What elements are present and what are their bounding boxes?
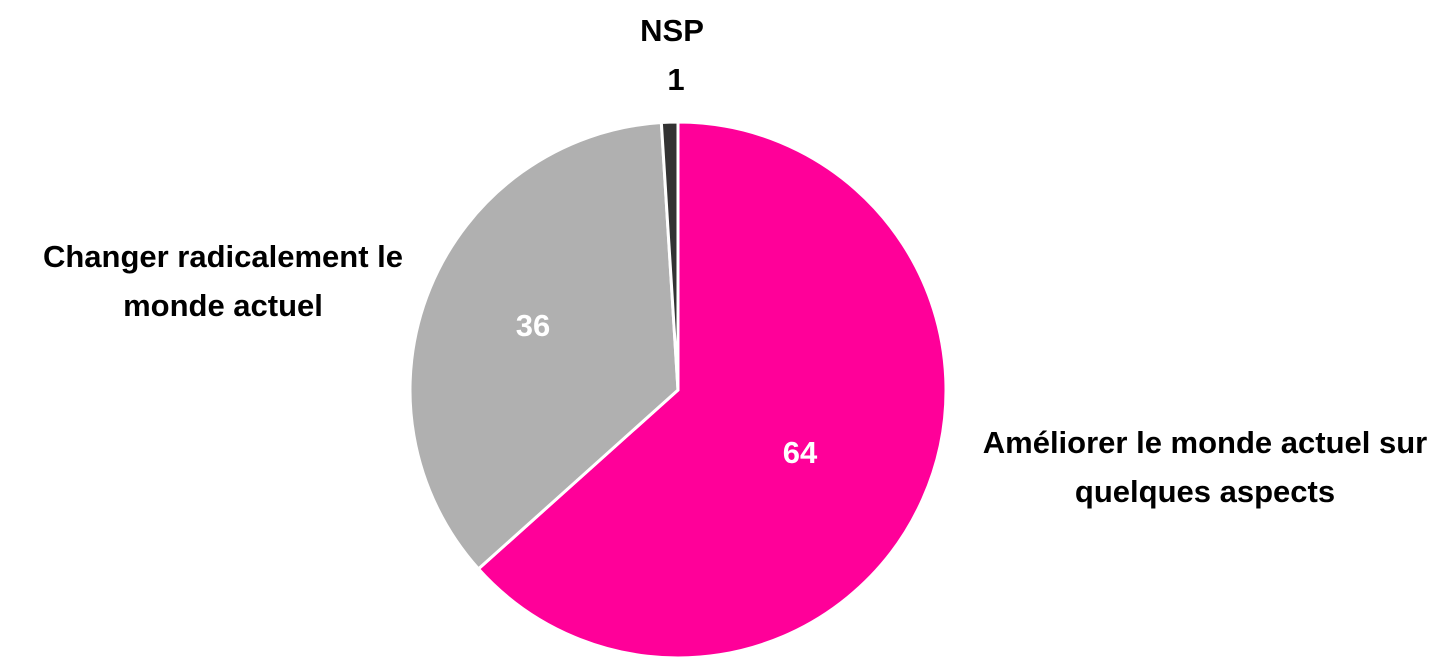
pie-slice	[476, 120, 948, 659]
category-label: NSP	[640, 13, 704, 48]
category-label: Améliorer le monde actuel sur quelques a…	[982, 425, 1428, 509]
value-label: 64	[783, 435, 818, 470]
category-label: Changer radicalement le monde actuel	[42, 239, 404, 323]
pie-slice	[659, 120, 680, 392]
value-label: 36	[516, 308, 550, 343]
value-label: 1	[667, 62, 684, 97]
pie-slice	[408, 121, 680, 571]
